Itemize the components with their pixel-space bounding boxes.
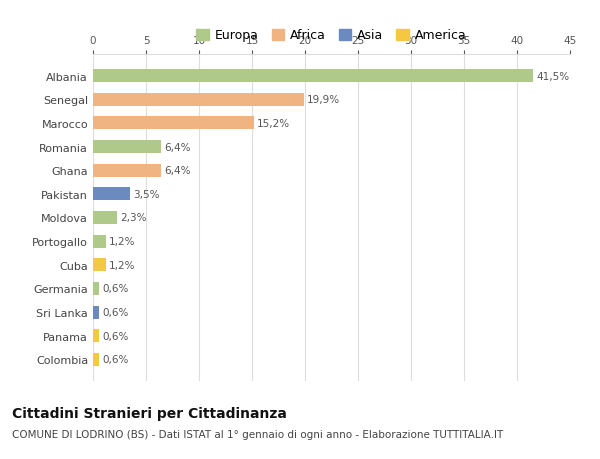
- Text: 41,5%: 41,5%: [536, 72, 569, 81]
- Text: 1,2%: 1,2%: [109, 260, 136, 270]
- Text: 1,2%: 1,2%: [109, 237, 136, 246]
- Text: 15,2%: 15,2%: [257, 118, 290, 129]
- Bar: [93, 94, 304, 106]
- Text: 0,6%: 0,6%: [103, 284, 129, 294]
- Bar: [93, 188, 130, 201]
- Bar: [93, 259, 106, 272]
- Text: 6,4%: 6,4%: [164, 142, 191, 152]
- Bar: [93, 306, 100, 319]
- Text: Cittadini Stranieri per Cittadinanza: Cittadini Stranieri per Cittadinanza: [12, 406, 287, 420]
- Bar: [93, 330, 100, 342]
- Bar: [93, 235, 106, 248]
- Text: 6,4%: 6,4%: [164, 166, 191, 176]
- Bar: [93, 70, 533, 83]
- Text: 0,6%: 0,6%: [103, 331, 129, 341]
- Legend: Europa, Africa, Asia, America: Europa, Africa, Asia, America: [196, 29, 467, 42]
- Bar: [93, 117, 254, 130]
- Text: COMUNE DI LODRINO (BS) - Dati ISTAT al 1° gennaio di ogni anno - Elaborazione TU: COMUNE DI LODRINO (BS) - Dati ISTAT al 1…: [12, 429, 503, 439]
- Text: 3,5%: 3,5%: [133, 190, 160, 199]
- Text: 0,6%: 0,6%: [103, 308, 129, 318]
- Bar: [93, 164, 161, 177]
- Bar: [93, 282, 100, 295]
- Text: 19,9%: 19,9%: [307, 95, 340, 105]
- Bar: [93, 212, 118, 224]
- Text: 0,6%: 0,6%: [103, 355, 129, 364]
- Bar: [93, 353, 100, 366]
- Bar: [93, 141, 161, 154]
- Text: 2,3%: 2,3%: [121, 213, 147, 223]
